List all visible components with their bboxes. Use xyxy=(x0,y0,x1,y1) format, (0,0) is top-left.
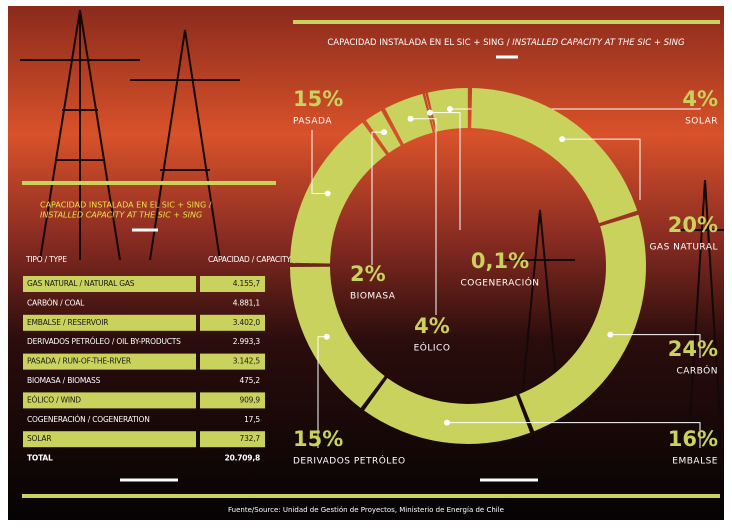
table-type: EÓLICO / WIND xyxy=(27,395,81,404)
table-cell-bg xyxy=(200,314,265,331)
table-cell-bg xyxy=(200,431,265,448)
table-cell-bg xyxy=(200,392,265,409)
chart-subtitle: INSTALLED CAPACITY AT THE SIC + SING xyxy=(512,38,685,48)
table-type: PASADA / RUN-OF-THE-RIVER xyxy=(27,357,131,366)
slice-percent: 4% xyxy=(414,314,450,338)
leader-dot xyxy=(323,333,330,340)
leader-line xyxy=(446,422,701,448)
table-capacity: 3.142,5 xyxy=(233,357,261,366)
donut-slice xyxy=(290,266,385,408)
table-cell-bg xyxy=(23,353,196,370)
chart-title-main: CAPACIDAD INSTALADA EN EL SIC + SING / xyxy=(327,38,509,48)
table-type: CARBÓN / COAL xyxy=(27,298,85,307)
slice-name: CARBÓN xyxy=(676,365,718,377)
table-header: TIPO / TYPE xyxy=(25,255,67,264)
table-cell-bg xyxy=(200,353,265,370)
slice-percent: 16% xyxy=(668,427,718,451)
table-subtitle: INSTALLED CAPACITY AT THE SIC + SING xyxy=(40,211,202,220)
table-cell-bg xyxy=(23,431,196,448)
table-cell-bg xyxy=(23,314,196,331)
slice-name: DERIVADOS PETRÓLEO xyxy=(293,455,406,467)
leader-line xyxy=(311,130,328,194)
table-total-label: TOTAL xyxy=(27,454,53,463)
table-cell-bg xyxy=(23,392,196,409)
table-capacity: 732,7 xyxy=(240,434,261,443)
leader-dot xyxy=(443,419,450,426)
table-total-value: 20.709,8 xyxy=(225,454,260,463)
donut-slice xyxy=(471,88,638,224)
leader-dot xyxy=(324,190,331,197)
table-type: COGENERACIÓN / COGENERATION xyxy=(27,415,150,424)
leader-line xyxy=(410,118,437,315)
leader-dot xyxy=(381,129,388,136)
slice-percent: 0,1% xyxy=(471,249,529,273)
leader-dot xyxy=(407,115,414,122)
table-capacity: 3.402,0 xyxy=(233,318,261,327)
leader-line xyxy=(562,138,641,200)
slice-percent: 4% xyxy=(682,87,718,111)
slice-percent: 15% xyxy=(293,87,343,111)
slice-percent: 15% xyxy=(293,427,343,451)
slice-percent: 20% xyxy=(668,213,718,237)
chart-title: CAPACIDAD INSTALADA EN EL SIC + SING / I… xyxy=(327,38,685,48)
table-capacity: 17,5 xyxy=(244,415,260,424)
table-type: EMBALSE / RESERVOIR xyxy=(27,318,108,327)
slice-percent: 2% xyxy=(350,262,386,286)
table-title: CAPACIDAD INSTALADA EN EL SIC + SING / xyxy=(40,201,212,210)
slice-name: COGENERACIÓN xyxy=(460,277,539,289)
donut-slice xyxy=(519,214,646,432)
table-capacity: 909,9 xyxy=(240,395,261,404)
table-capacity: 4.881,1 xyxy=(233,298,261,307)
leader-line xyxy=(429,112,461,230)
slice-name: BIOMASA xyxy=(350,292,396,302)
table-capacity: 475,2 xyxy=(240,376,261,385)
leader-dot xyxy=(559,136,566,143)
leader-line xyxy=(371,131,385,265)
table-type: BIOMASA / BIOMASS xyxy=(27,376,101,385)
leader-dot xyxy=(446,106,453,113)
slice-name: SOLAR xyxy=(685,117,718,127)
slice-name: GAS NATURAL xyxy=(649,243,718,253)
leader-line xyxy=(610,334,701,358)
leader-dot xyxy=(426,109,433,116)
table-cell-bg xyxy=(200,276,265,292)
table-cell-bg xyxy=(23,276,196,292)
slice-name: EÓLICO xyxy=(414,342,451,354)
donut-slice xyxy=(364,378,531,444)
table-capacity: 4.155,7 xyxy=(233,279,261,288)
slice-name: EMBALSE xyxy=(672,457,718,467)
leader-dot xyxy=(607,331,614,338)
table-type: GAS NATURAL / NATURAL GAS xyxy=(27,279,135,288)
donut-slice xyxy=(290,122,387,264)
slice-percent: 24% xyxy=(668,337,718,361)
slice-name: PASADA xyxy=(293,117,332,127)
table-type: SOLAR xyxy=(27,434,51,443)
table-header: CAPACIDAD / CAPACITY [MW] xyxy=(208,255,312,264)
footer: Fuente/Source: Unidad de Gestión de Proy… xyxy=(228,506,504,514)
table-capacity: 2.993,3 xyxy=(233,337,261,346)
table-type: DERIVADOS PETRÓLEO / OIL BY-PRODUCTS xyxy=(27,337,181,346)
